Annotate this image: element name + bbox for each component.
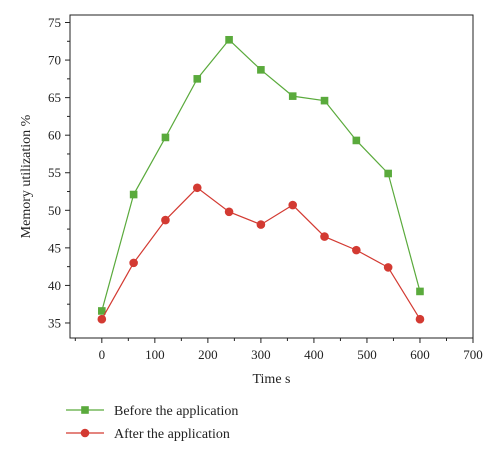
data-point (352, 136, 361, 145)
legend-marker-before (81, 406, 89, 414)
data-point (352, 245, 361, 255)
data-point (288, 92, 297, 100)
data-point (257, 66, 265, 74)
y-tick-label: 60 (48, 128, 61, 143)
data-point (161, 215, 170, 225)
y-axis-label: Memory utilization % (19, 114, 34, 238)
series-layer (97, 35, 425, 324)
y-tick-label: 65 (48, 90, 61, 105)
legend-marker-after (80, 428, 90, 438)
x-tick-label: 700 (463, 347, 483, 362)
data-point (320, 232, 329, 241)
y-tick-label: 75 (48, 15, 61, 30)
legend: Before the application After the applica… (66, 404, 238, 442)
x-tick-label: 600 (410, 347, 430, 362)
y-tick-label: 40 (48, 278, 61, 293)
data-point (161, 133, 170, 142)
legend-label-after: After the application (114, 427, 230, 442)
series-line (101, 186, 421, 320)
data-point (225, 35, 233, 44)
x-tick-label: 400 (304, 347, 324, 362)
legend-label-before: Before the application (114, 404, 238, 419)
x-tick-label: 0 (99, 347, 106, 362)
y-tick-label: 50 (48, 203, 61, 218)
data-point (256, 220, 266, 229)
data-point (97, 314, 107, 324)
data-point (288, 200, 298, 210)
series-after (97, 183, 425, 324)
data-point (129, 258, 138, 268)
plot-frame (69, 14, 474, 339)
data-point (192, 183, 202, 193)
x-tick-label: 200 (198, 347, 218, 362)
x-tick-label: 100 (145, 347, 165, 362)
data-point (98, 307, 106, 315)
data-point (416, 287, 424, 296)
data-point (384, 169, 392, 178)
data-point (383, 263, 393, 272)
data-point (129, 190, 138, 199)
data-point (320, 96, 329, 105)
y-tick-label: 35 (48, 315, 61, 330)
x-tick-label: 300 (251, 347, 271, 362)
y-tick-label: 45 (48, 240, 61, 255)
y-tick-label: 55 (48, 165, 61, 180)
plot-area (69, 14, 474, 339)
series-before (98, 35, 424, 315)
data-point (415, 314, 425, 324)
series-line (101, 38, 421, 312)
data-point (193, 75, 202, 83)
x-axis-label: Time s (252, 372, 290, 387)
data-point (224, 207, 234, 217)
x-tick-label: 500 (357, 347, 377, 362)
y-tick-label: 70 (48, 53, 61, 68)
legend-item-after: After the application (66, 427, 230, 442)
axis-ticks: 0 100 200 300 400 500 600 700 35 40 45 50 55 60 65 70 75 (48, 15, 483, 362)
legend-item-before: Before the application (66, 404, 238, 419)
